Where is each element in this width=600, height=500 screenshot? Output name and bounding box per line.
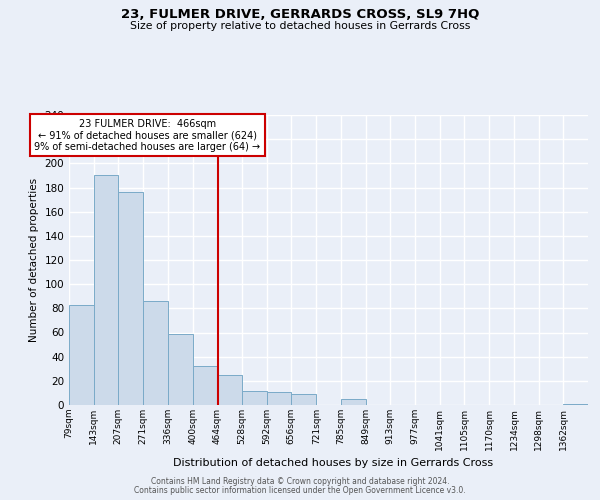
Bar xyxy=(217,375,242,405)
Text: 23 FULMER DRIVE:  466sqm
← 91% of detached houses are smaller (624)
9% of semi-d: 23 FULMER DRIVE: 466sqm ← 91% of detache… xyxy=(34,118,260,152)
Text: Distribution of detached houses by size in Gerrards Cross: Distribution of detached houses by size … xyxy=(173,458,493,468)
Bar xyxy=(292,394,316,405)
Bar xyxy=(168,334,193,405)
Bar xyxy=(69,304,94,405)
Text: Contains public sector information licensed under the Open Government Licence v3: Contains public sector information licen… xyxy=(134,486,466,495)
Bar xyxy=(563,404,588,405)
Text: Size of property relative to detached houses in Gerrards Cross: Size of property relative to detached ho… xyxy=(130,21,470,31)
Bar xyxy=(118,192,143,405)
Bar xyxy=(266,392,292,405)
Bar xyxy=(341,399,365,405)
Text: Contains HM Land Registry data © Crown copyright and database right 2024.: Contains HM Land Registry data © Crown c… xyxy=(151,477,449,486)
Text: 23, FULMER DRIVE, GERRARDS CROSS, SL9 7HQ: 23, FULMER DRIVE, GERRARDS CROSS, SL9 7H… xyxy=(121,8,479,20)
Y-axis label: Number of detached properties: Number of detached properties xyxy=(29,178,39,342)
Bar xyxy=(193,366,217,405)
Bar xyxy=(242,390,266,405)
Bar xyxy=(143,301,167,405)
Bar xyxy=(94,176,118,405)
